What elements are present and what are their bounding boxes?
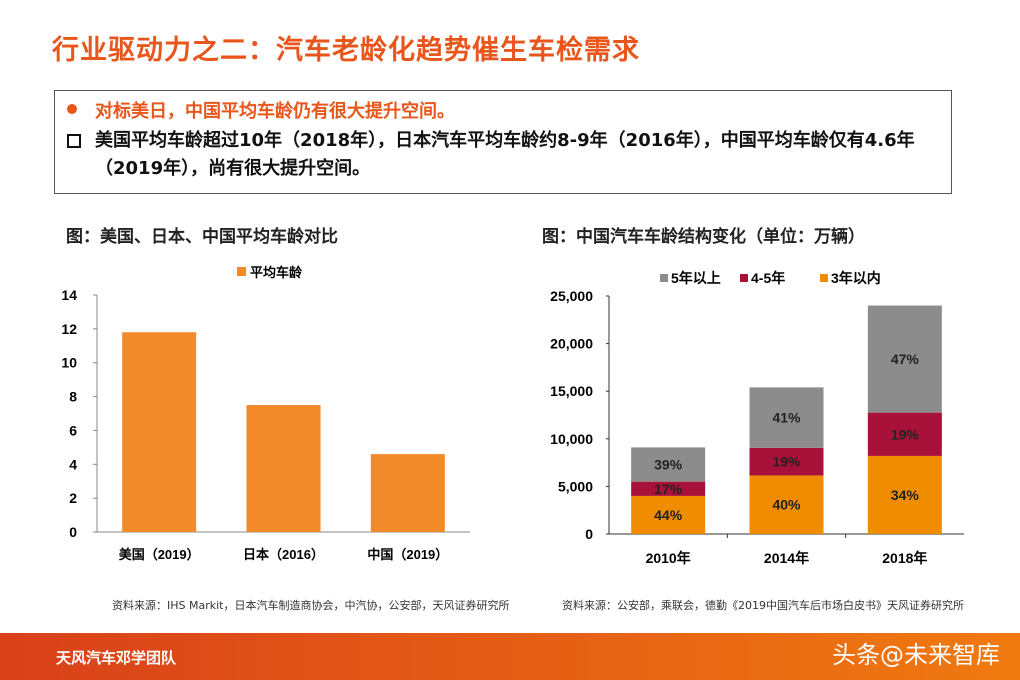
x-tick-label: 2014年: [764, 550, 809, 566]
bar-segment: [631, 481, 706, 496]
data-label: 19%: [772, 454, 801, 470]
right-chart: 5年以上 4-5年 3年以内 0 5,000 10,000 15,000 20,000 25,0…: [550, 270, 964, 566]
legend-label: 5年以上: [671, 270, 721, 286]
legend-swatch: [820, 274, 828, 282]
footer-bar: 天风汽车邓学团队 头条@未来智库: [0, 633, 1020, 680]
y-tick-label: 15,000: [550, 383, 593, 399]
left-chart: 平均车龄 0 2 4 6 8 10 12 14 美国（2019） 日本（2016） 中国（2019）: [61, 265, 470, 562]
y-tick-label: 2: [69, 490, 77, 506]
legend-swatch: [660, 274, 668, 282]
y-tick-label: 5,000: [558, 478, 593, 494]
data-label: 44%: [654, 507, 683, 523]
bar-segment: [749, 387, 824, 448]
y-tick-label: 10: [61, 355, 77, 371]
y-tick-label: 0: [69, 524, 77, 540]
y-tick-label: 20,000: [550, 336, 593, 352]
bar: [370, 454, 445, 532]
data-label: 41%: [772, 410, 801, 426]
bar: [122, 332, 197, 532]
watermark: 头条@未来智库: [832, 641, 1000, 669]
bar-segment: [749, 475, 824, 534]
legend-label: 平均车龄: [250, 265, 303, 280]
bar-segment: [631, 447, 706, 482]
data-label: 39%: [654, 457, 683, 473]
legend-swatch: [740, 274, 748, 282]
y-tick-label: 14: [61, 287, 77, 303]
data-label: 40%: [772, 497, 801, 513]
y-tick-label: 12: [61, 321, 77, 337]
bar-segment: [867, 305, 942, 413]
x-tick-label: 中国（2019）: [367, 547, 448, 562]
left-source: 资料来源：IHS Markit，日本汽车制造商协会，中汽协，公安部，天风证券研究…: [112, 599, 510, 612]
right-chart-caption: 图：中国汽车车龄结构变化（单位：万辆）: [542, 227, 865, 247]
x-tick-label: 2010年: [646, 550, 691, 566]
page-title: 行业驱动力之二：汽车老龄化趋势催生车检需求: [52, 35, 640, 66]
y-tick-label: 25,000: [550, 288, 593, 304]
bullet-1: 对标美日，中国平均车龄仍有很大提升空间。: [95, 101, 455, 122]
bullet-dot-icon: [67, 104, 77, 114]
y-tick-label: 4: [69, 456, 77, 472]
bar-segment: [749, 447, 824, 476]
data-label: 47%: [891, 351, 920, 367]
data-label: 19%: [891, 426, 920, 442]
footer-team: 天风汽车邓学团队: [56, 649, 177, 667]
bar-segment: [867, 455, 942, 534]
bar: [246, 405, 321, 532]
data-label: 34%: [891, 487, 920, 503]
right-source: 资料来源：公安部，乘联会，德勤《2019中国汽车后市场白皮书》天风证券研究所: [562, 599, 964, 612]
bar-segment: [867, 412, 942, 456]
y-tick-label: 6: [69, 422, 77, 438]
x-tick-label: 美国（2019）: [119, 547, 200, 562]
y-tick-label: 10,000: [550, 431, 593, 447]
data-label: 17%: [654, 481, 683, 497]
left-chart-caption: 图：美国、日本、中国平均车龄对比: [66, 227, 338, 247]
legend-swatch: [237, 267, 246, 276]
y-tick-label: 8: [69, 389, 77, 405]
bullet-square-icon: [67, 134, 81, 148]
bullet-2: 美国平均车龄超过10年（2018年），日本汽车平均车龄约8-9年（2016年），…: [95, 130, 915, 179]
summary-box: 对标美日，中国平均车龄仍有很大提升空间。 美国平均车龄超过10年（2018年），…: [54, 90, 952, 194]
x-tick-label: 2018年: [882, 550, 927, 566]
y-tick-label: 0: [585, 526, 593, 542]
legend-label: 3年以内: [831, 270, 881, 286]
legend-label: 4-5年: [751, 270, 785, 286]
bar-segment: [631, 495, 706, 534]
x-tick-label: 日本（2016）: [243, 547, 324, 562]
